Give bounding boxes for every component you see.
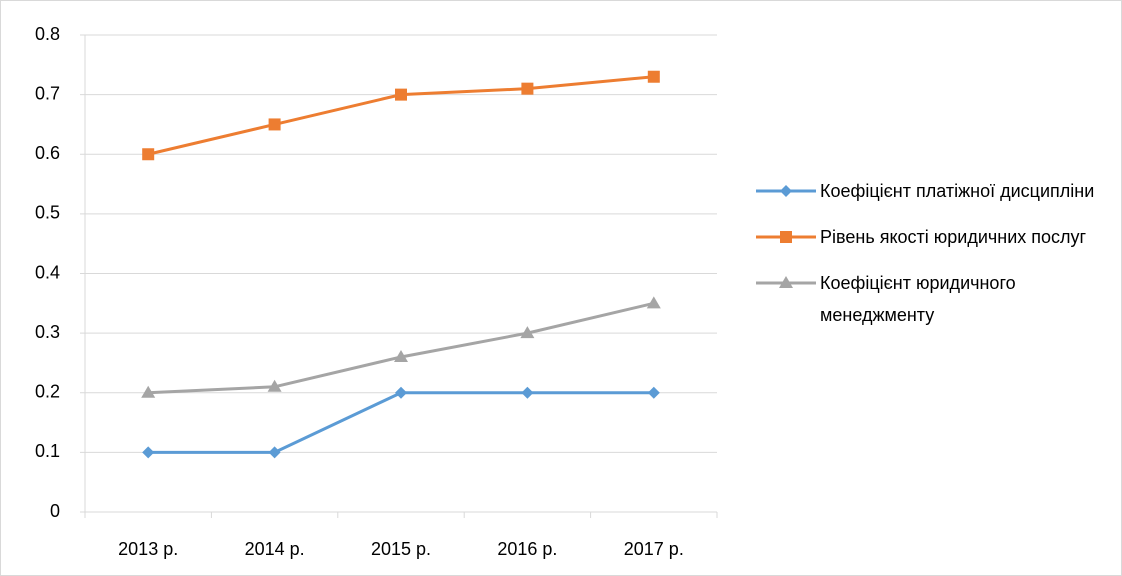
legend-swatch <box>756 276 816 288</box>
y-tick-label: 0.3 <box>35 322 60 342</box>
marker <box>521 386 534 399</box>
y-tick-label: 0.5 <box>35 203 60 223</box>
x-tick-label: 2015 р. <box>371 539 431 559</box>
marker <box>394 349 408 362</box>
x-tick-label: 2017 р. <box>624 539 684 559</box>
legend-marker <box>780 231 792 243</box>
legend-label: Коефіцієнт платіжної дисципліни <box>820 181 1095 201</box>
marker <box>267 379 282 392</box>
marker <box>520 326 535 339</box>
legend-marker <box>779 276 793 288</box>
legend-label: Коефіцієнт юридичного менеджменту <box>820 273 1016 325</box>
y-tick-label: 0.2 <box>35 382 60 402</box>
y-tick-label: 0.7 <box>35 83 60 103</box>
y-tick-label: 0.8 <box>35 24 60 44</box>
y-tick-label: 0.6 <box>35 143 60 163</box>
marker <box>142 148 155 161</box>
marker <box>395 88 407 101</box>
y-tick-label: 0 <box>50 501 60 521</box>
marker <box>647 386 660 399</box>
marker <box>647 70 660 83</box>
x-tick-label: 2013 р. <box>118 539 178 559</box>
legend: Коефіцієнт платіжної дисципліни Рівень як… <box>756 175 1096 345</box>
legend-marker <box>780 185 792 197</box>
marker <box>268 446 281 459</box>
y-tick-label: 0.4 <box>35 262 60 282</box>
x-tick-label: 2016 р. <box>497 539 557 559</box>
marker <box>395 386 407 399</box>
legend-item: Коефіцієнт юридичного менеджменту <box>756 267 1096 331</box>
legend-swatch <box>756 231 816 243</box>
marker <box>142 446 155 459</box>
marker <box>141 385 156 398</box>
marker <box>268 118 281 131</box>
x-tick-label: 2014 р. <box>245 539 305 559</box>
y-tick-label: 0.1 <box>35 441 60 461</box>
marker <box>646 296 661 309</box>
legend-label: Рівень якості юридичних послуг <box>820 227 1087 247</box>
marker <box>521 82 534 95</box>
legend-item: Рівень якості юридичних послуг <box>756 221 1096 253</box>
legend-swatch <box>756 185 816 197</box>
legend-item: Коефіцієнт платіжної дисципліни <box>756 175 1096 207</box>
